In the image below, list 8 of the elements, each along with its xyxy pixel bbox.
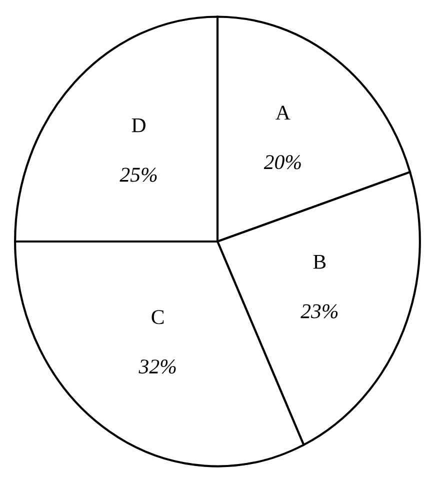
slice-label: C [152, 310, 164, 324]
data-label: 23% [300, 304, 338, 318]
data-label: 20% [264, 155, 301, 170]
slice-label: A [276, 106, 290, 120]
slice-label: D [132, 118, 146, 132]
data-label: 25% [120, 168, 157, 182]
slice-label: B [313, 254, 326, 269]
data-label: 32% [138, 360, 176, 374]
